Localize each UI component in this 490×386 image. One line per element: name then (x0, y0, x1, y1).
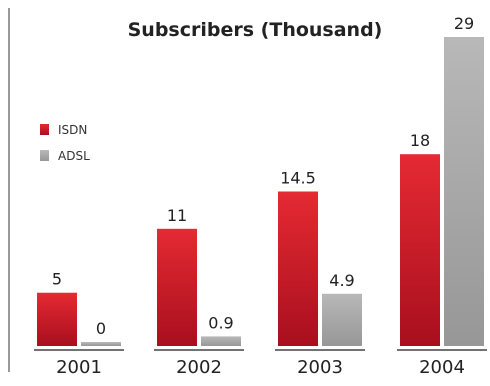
bar-isdn-2002 (157, 228, 197, 346)
bar-adsl-2004 (444, 37, 484, 346)
bar-isdn-2003 (278, 191, 318, 346)
value-label-adsl-2003: 4.9 (329, 271, 354, 290)
bars-layer (37, 37, 484, 346)
value-label-isdn-2004: 18 (410, 131, 430, 150)
legend-swatch-isdn (40, 124, 49, 135)
category-label-2004: 2004 (419, 357, 465, 378)
category-label-2003: 2003 (297, 357, 343, 378)
value-label-adsl-2002: 0.9 (208, 313, 233, 332)
value-label-adsl-2001: 0 (96, 319, 106, 338)
chart-title: Subscribers (Thousand) (128, 19, 383, 41)
legend-label-adsl: ADSL (58, 149, 90, 163)
labels-layer: 5 0 11 0.9 14.5 4.9 18 29 (52, 14, 474, 338)
x-axis: 2001 2002 2003 2004 (34, 349, 487, 378)
bar-isdn-2004 (400, 154, 440, 346)
value-label-isdn-2003: 14.5 (280, 169, 316, 188)
bar-adsl-2003 (322, 293, 362, 346)
legend-label-isdn: ISDN (58, 123, 87, 137)
bar-adsl-2001 (81, 342, 121, 346)
category-label-2001: 2001 (56, 357, 102, 378)
legend: ISDN ADSL (40, 123, 90, 163)
value-label-adsl-2004: 29 (454, 14, 474, 33)
bar-adsl-2002 (201, 336, 241, 346)
value-label-isdn-2002: 11 (167, 206, 187, 225)
bar-isdn-2001 (37, 292, 77, 346)
category-label-2002: 2002 (176, 357, 222, 378)
value-label-isdn-2001: 5 (52, 270, 62, 289)
legend-swatch-adsl (40, 150, 49, 161)
